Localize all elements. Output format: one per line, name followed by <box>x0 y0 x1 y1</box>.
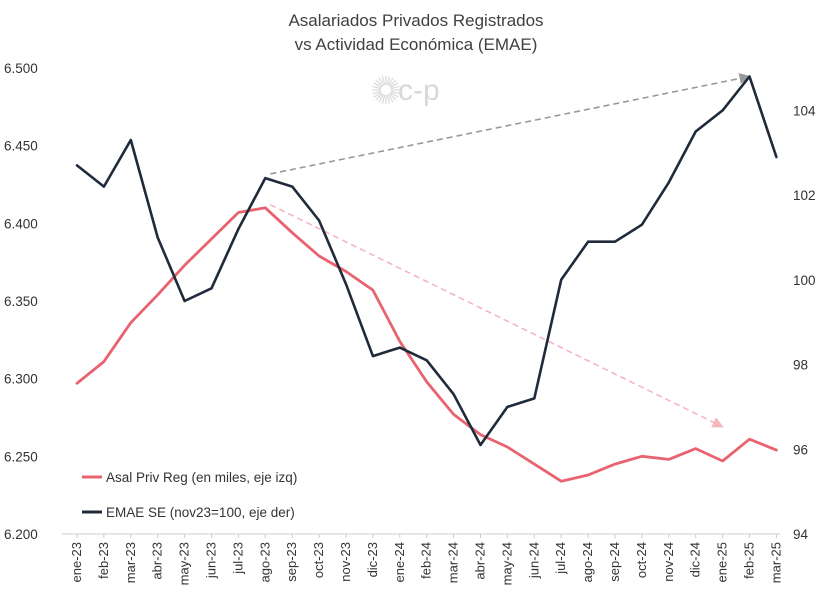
logo-watermark: c-p <box>372 74 440 107</box>
logo-text: c-p <box>398 74 440 107</box>
y-left-tick-label: 6.350 <box>4 294 38 309</box>
emae-trend-arrow <box>270 72 751 175</box>
y-right-tick-label: 94 <box>793 527 809 542</box>
x-tick-label: mar-25 <box>768 542 783 583</box>
x-tick-label: nov-24 <box>661 542 676 582</box>
chart-title: Asalariados Privados Registrados <box>288 11 543 30</box>
logo-ray <box>375 79 383 87</box>
x-tick-label: ene-23 <box>69 542 84 582</box>
logo-ray <box>373 82 383 89</box>
chart-subtitle: vs Actividad Económica (EMAE) <box>295 35 538 54</box>
legend-label-asal: Asal Priv Reg (en miles, eje izq) <box>106 470 297 485</box>
y-right-tick-label: 104 <box>793 103 816 118</box>
x-tick-label: mar-23 <box>123 542 138 583</box>
legend-label-emae: EMAE SE (nov23=100, eje der) <box>106 505 295 520</box>
trend-arrows <box>269 72 751 428</box>
x-tick-label: abr-24 <box>473 542 488 580</box>
logo-ray <box>375 93 383 101</box>
legend: Asal Priv Reg (en miles, eje izq) EMAE S… <box>82 470 297 520</box>
logo-ray <box>389 93 397 101</box>
y-left-tick-label: 6.200 <box>4 527 38 542</box>
x-tick-label: sep-23 <box>284 542 299 582</box>
x-tick-label: oct-24 <box>634 542 649 578</box>
logo-ray <box>387 77 394 87</box>
x-axis: ene-23 feb-23 mar-23 abr-23 may-23 jun-23 jul-… <box>69 534 783 585</box>
x-tick-label: feb-24 <box>419 542 434 579</box>
x-tick-label: jul-23 <box>230 542 245 575</box>
x-tick-label: dic-23 <box>365 542 380 577</box>
y-left-tick-label: 6.500 <box>4 61 38 76</box>
logo-ray <box>389 79 397 87</box>
sun-icon <box>372 76 400 104</box>
x-tick-label: jun-24 <box>526 542 541 579</box>
logo-ray <box>372 90 382 95</box>
logo-ray <box>381 76 386 86</box>
y-right-tick-label: 96 <box>793 442 808 457</box>
x-tick-label: jun-23 <box>204 542 219 579</box>
y-right-tick-label: 98 <box>793 358 808 373</box>
x-tick-label: ago-24 <box>580 542 595 582</box>
series-line-emae <box>75 75 778 447</box>
logo-ray <box>378 93 385 103</box>
logo-ray <box>381 94 386 104</box>
y-left-tick-label: 6.400 <box>4 216 38 231</box>
logo-ray <box>390 85 400 90</box>
logo-ray <box>378 77 385 87</box>
x-tick-label: jul-24 <box>553 542 568 575</box>
x-tick-label: ene-24 <box>392 542 407 582</box>
x-tick-label: ene-25 <box>715 542 730 582</box>
x-tick-label: oct-23 <box>311 542 326 578</box>
logo-ray <box>390 90 400 95</box>
y-left-tick-label: 6.450 <box>4 139 38 154</box>
y-left-tick-label: 6.250 <box>4 449 38 464</box>
x-tick-label: dic-24 <box>688 542 703 577</box>
logo-ray <box>387 93 394 103</box>
y-right-tick-label: 102 <box>793 188 816 203</box>
logo-ray <box>386 76 391 86</box>
logo-ray <box>389 91 399 98</box>
y-right-tick-label: 100 <box>793 273 816 288</box>
logo-ray <box>389 82 399 89</box>
x-tick-label: feb-23 <box>96 542 111 579</box>
y-axis-right: 94 96 98 100 102 104 <box>793 103 816 542</box>
asal-trend-arrow <box>269 203 724 428</box>
x-tick-label: feb-25 <box>742 542 757 579</box>
y-axis-left: 6.200 6.250 6.300 6.350 6.400 6.450 6.500 <box>4 61 38 542</box>
x-tick-label: mar-24 <box>446 542 461 583</box>
logo-ray <box>373 91 383 98</box>
x-tick-label: may-24 <box>499 542 514 585</box>
y-left-tick-label: 6.300 <box>4 372 38 387</box>
series-line-asal <box>75 206 778 483</box>
logo-ray <box>386 94 391 104</box>
x-tick-label: ago-23 <box>257 542 272 582</box>
x-tick-label: nov-23 <box>338 542 353 582</box>
logo-ray <box>372 85 382 90</box>
series-lines <box>75 75 778 483</box>
x-tick-label: may-23 <box>177 542 192 585</box>
x-tick-label: sep-24 <box>607 542 622 582</box>
x-tick-label: abr-23 <box>150 542 165 580</box>
